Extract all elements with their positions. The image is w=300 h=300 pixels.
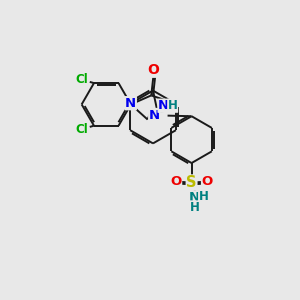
Text: S: S [186,175,197,190]
Text: N: N [189,191,200,204]
Text: Cl: Cl [75,73,88,86]
Text: O: O [170,176,182,188]
Text: N: N [125,97,136,110]
Text: H: H [199,190,208,202]
Text: O: O [148,63,160,77]
Text: N: N [158,99,169,112]
Text: H: H [190,201,200,214]
Text: O: O [202,176,213,188]
Text: H: H [168,99,178,112]
Text: Cl: Cl [75,123,88,136]
Text: N: N [149,109,160,122]
